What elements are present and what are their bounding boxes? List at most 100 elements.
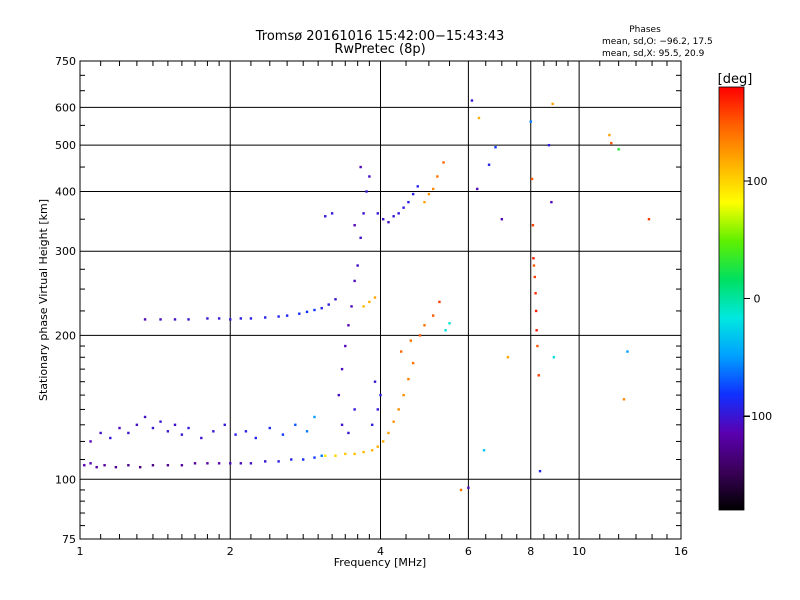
echo-point [109, 436, 112, 440]
echo-point [95, 465, 98, 469]
echo-point [608, 133, 611, 137]
colorbar [718, 86, 745, 511]
echo-point [173, 423, 177, 427]
echo-point [436, 175, 439, 178]
echo-point [239, 462, 243, 465]
echo-point [200, 436, 203, 440]
echo-point [459, 488, 463, 492]
echo-point [476, 187, 479, 191]
echo-point [423, 324, 426, 327]
echo-point [173, 318, 177, 321]
echo-point [83, 464, 86, 467]
echo-point [442, 161, 445, 164]
echo-point [320, 306, 323, 310]
echo-point [399, 350, 403, 353]
echo-point [223, 423, 226, 427]
echo-point [187, 426, 190, 430]
echo-point [494, 146, 497, 149]
echo-point [327, 303, 330, 306]
echo-point [552, 356, 556, 359]
x-tick-label: 6 [465, 545, 472, 558]
echo-point [254, 436, 257, 440]
phases-stats-o: mean, sd,O: −96.2, 17.5 [602, 37, 713, 47]
echo-point [277, 315, 280, 318]
echo-point [264, 460, 267, 463]
echo-point [143, 415, 147, 419]
echo-point [438, 300, 441, 304]
x-axis-label: Frequency [MHz] [334, 556, 426, 569]
grid-lines [80, 61, 681, 539]
echo-point [532, 264, 536, 267]
colorbar-tick-label: 0 [754, 293, 761, 306]
echo-point [268, 426, 271, 430]
echo-point [353, 452, 356, 456]
y-tick-label: 750 [55, 55, 76, 68]
echo-point [506, 356, 510, 359]
echo-point [135, 423, 139, 427]
echo-point [373, 296, 377, 299]
echo-point [249, 462, 253, 465]
echo-point [118, 426, 121, 430]
echo-point [387, 221, 390, 224]
echo-point [350, 305, 353, 308]
echo-point [264, 316, 267, 319]
y-axis-label: Stationary phase Virtual Height [km] [37, 199, 50, 401]
echo-point [337, 393, 341, 397]
echo-point [529, 120, 532, 123]
echo-point [407, 200, 410, 204]
echo-point [353, 408, 356, 411]
y-tick-label: 600 [55, 101, 76, 114]
echo-point [397, 408, 400, 411]
echo-point [359, 165, 362, 169]
echo-point [379, 393, 382, 397]
echo-point [402, 206, 405, 209]
echo-point [387, 431, 390, 435]
echo-point [392, 215, 395, 218]
echo-point [313, 308, 316, 312]
y-tick-label: 500 [55, 139, 76, 152]
echo-point [193, 462, 197, 465]
echo-point [411, 361, 415, 365]
echo-point [610, 141, 613, 145]
echo-point [626, 350, 629, 353]
echo-point [347, 324, 350, 327]
echo-point [99, 431, 102, 435]
echo-point [330, 212, 334, 215]
echo-point [373, 380, 377, 383]
echo-point [344, 452, 347, 456]
echo-point [324, 454, 327, 457]
echo-point [277, 460, 280, 463]
echo-point [467, 486, 470, 489]
echo-point [127, 431, 130, 435]
echo-point [431, 187, 435, 191]
echo-point [537, 374, 540, 377]
echo-point [298, 312, 301, 315]
echo-point [402, 393, 405, 397]
echo-point [340, 367, 344, 371]
echo-point [477, 116, 481, 120]
echo-point [89, 462, 92, 465]
echo-point [305, 430, 309, 433]
echo-point [159, 420, 162, 423]
y-tick-label: 300 [55, 245, 76, 258]
echo-point [431, 314, 435, 317]
echo-point [206, 462, 209, 465]
echo-point [353, 279, 356, 283]
chart-subtitle: RwPretec (8p) [334, 42, 425, 57]
colorbar-ticks: 100 0 −100 [742, 175, 772, 423]
echo-point [470, 99, 474, 102]
echo-point [151, 426, 155, 430]
echo-point [535, 329, 538, 332]
echo-point [180, 464, 184, 467]
echo-point [411, 192, 415, 196]
echo-point [294, 423, 297, 427]
echo-point [362, 450, 365, 454]
echo-point [340, 423, 344, 427]
echo-point [187, 318, 190, 321]
echo-point [371, 423, 374, 427]
echo-point [448, 322, 451, 325]
echo-point [423, 200, 426, 204]
echo-point [234, 433, 237, 436]
echo-point [212, 430, 215, 433]
